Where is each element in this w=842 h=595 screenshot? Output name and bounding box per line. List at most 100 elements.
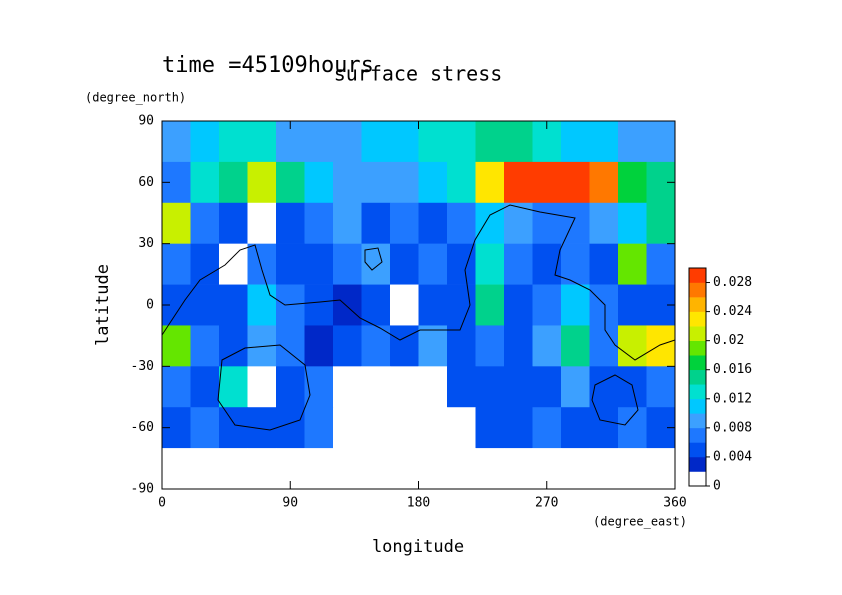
field-cell xyxy=(162,325,191,367)
field-cell xyxy=(361,161,391,204)
field-cell xyxy=(333,448,362,490)
field-cell xyxy=(561,448,590,490)
colorbar-swatch xyxy=(689,442,706,458)
field-cell xyxy=(504,366,533,408)
field-cell xyxy=(504,448,533,490)
field-cell xyxy=(219,366,248,408)
field-cell xyxy=(618,284,647,326)
field-cell xyxy=(390,121,419,163)
field-cell xyxy=(190,202,220,244)
field-cell xyxy=(618,243,647,285)
colorbar-tick-label: 0.024 xyxy=(713,304,752,319)
field-cell xyxy=(304,161,334,204)
field-cell xyxy=(447,284,476,326)
field-cell xyxy=(390,243,419,285)
field-cell xyxy=(361,121,391,163)
field-cell xyxy=(219,243,248,285)
colorbar-swatch xyxy=(689,311,706,327)
field-cell xyxy=(361,284,391,326)
field-cell xyxy=(361,325,391,367)
field-cell xyxy=(333,202,362,244)
field-cell xyxy=(589,202,619,244)
field-cell xyxy=(190,121,220,163)
field-cell xyxy=(447,161,476,204)
coastline xyxy=(591,374,639,426)
field-cell xyxy=(646,121,676,163)
field-cell xyxy=(447,202,476,244)
y-axis-label: latitude xyxy=(93,264,113,346)
field-cell xyxy=(475,448,505,490)
chart-title: surface stress xyxy=(334,62,503,86)
x-tick-label: 180 xyxy=(407,496,430,511)
field-cell xyxy=(504,325,533,367)
colorbar-swatch xyxy=(689,413,706,429)
field-cell xyxy=(589,325,619,367)
field-cell xyxy=(333,366,362,408)
field-cell xyxy=(618,448,647,490)
x-axis-label: longitude xyxy=(372,537,464,557)
field-cell xyxy=(361,366,391,408)
field-cell xyxy=(475,202,505,244)
field-cell xyxy=(304,243,334,285)
colorbar-swatch xyxy=(689,369,706,385)
y-tick-label: 0 xyxy=(146,298,154,313)
colorbar-tick-label: 0 xyxy=(713,479,721,494)
field-cell xyxy=(418,284,448,326)
field-cell xyxy=(589,448,619,490)
field-cell xyxy=(333,325,362,367)
colorbar-tick-label: 0.028 xyxy=(713,275,752,290)
field-cell xyxy=(418,121,448,163)
colorbar-swatch xyxy=(689,355,706,371)
colorbar-tick-label: 0.012 xyxy=(713,391,752,406)
field-cell xyxy=(418,202,448,244)
field-cell xyxy=(247,366,277,408)
field-cell xyxy=(447,448,476,490)
x-tick-label: 360 xyxy=(663,496,686,511)
field-cell xyxy=(276,284,305,326)
field-cell xyxy=(219,448,248,490)
field-cell xyxy=(618,161,647,204)
field-cell xyxy=(618,325,647,367)
field-cell xyxy=(475,161,505,204)
field-cell xyxy=(390,161,419,204)
field-cell xyxy=(247,161,277,204)
field-cell xyxy=(561,366,590,408)
field-cell xyxy=(190,243,220,285)
field-cell xyxy=(162,366,191,408)
field-cell xyxy=(390,366,419,408)
colorbar-swatch xyxy=(689,427,706,443)
field-cell xyxy=(333,161,362,204)
field-cell xyxy=(190,448,220,490)
field-cell xyxy=(162,202,191,244)
field-cell xyxy=(390,325,419,367)
x-unit: (degree_east) xyxy=(593,515,687,529)
field-cell xyxy=(504,121,533,163)
field-cell xyxy=(361,448,391,490)
y-unit: (degree_north) xyxy=(85,91,186,105)
chart-subtitle: time =45109hours xyxy=(162,53,374,78)
field-cell xyxy=(589,366,619,408)
field-cell xyxy=(504,284,533,326)
field-cell xyxy=(304,325,334,367)
field-cell xyxy=(333,407,362,449)
field-cell xyxy=(532,202,562,244)
colorbar-swatch xyxy=(689,297,706,312)
coastlines xyxy=(161,204,676,431)
field-cell xyxy=(162,448,191,490)
field-cell xyxy=(276,407,305,449)
field-cell xyxy=(447,325,476,367)
field-cell xyxy=(589,243,619,285)
colorbar-swatch xyxy=(689,398,706,414)
colorbar-swatch xyxy=(689,471,706,487)
field-cell xyxy=(475,407,505,449)
y-tick-label: -90 xyxy=(131,482,154,497)
field-cell xyxy=(190,407,220,449)
colorbar-swatch xyxy=(689,326,706,341)
field-cell xyxy=(532,366,562,408)
field-cell xyxy=(333,121,362,163)
coastline xyxy=(217,344,311,431)
field xyxy=(162,121,676,490)
field-cell xyxy=(219,284,248,326)
field-cell xyxy=(162,121,191,163)
